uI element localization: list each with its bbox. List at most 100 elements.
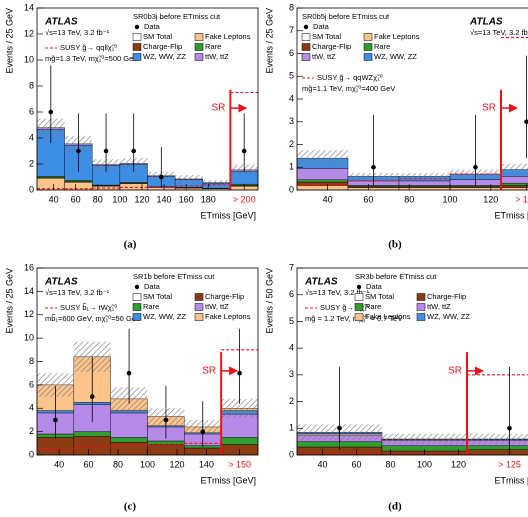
- legend-data-marker: [356, 284, 362, 290]
- legend-data-text: Data: [313, 22, 330, 31]
- y-tick-label: 12: [24, 309, 34, 319]
- data-point: [126, 370, 132, 376]
- legend-text: WZ, WW, ZZ: [143, 52, 186, 61]
- y-tick-label: 12: [24, 28, 34, 38]
- stack-bar: [500, 176, 528, 184]
- x-tick-label: 40: [317, 459, 327, 469]
- data-point: [507, 425, 512, 431]
- legend-swatch: [194, 53, 204, 61]
- legend-text: Rare: [143, 302, 159, 311]
- legend-swatch: [132, 313, 142, 321]
- y-tick-label: 1: [289, 423, 294, 433]
- uncertainty-band: [221, 398, 258, 418]
- legend-swatch: [194, 293, 204, 301]
- y-tick-label: 2: [29, 158, 34, 168]
- data-point: [237, 370, 242, 376]
- signal-legend-text: SUSY g̃→ qqWZχ̃₁⁰: [317, 73, 383, 82]
- panel-caption: (d): [388, 501, 402, 513]
- legend-swatch: [354, 293, 364, 301]
- y-tick-label: 8: [289, 2, 294, 12]
- legend-swatch: [416, 293, 426, 301]
- x-tick-label: 40: [54, 459, 64, 469]
- uncertainty-band: [382, 433, 467, 445]
- x-tick-label: 100: [112, 194, 127, 204]
- plot-frame: [36, 7, 259, 191]
- x-tick-label: 140: [199, 459, 214, 469]
- y-axis-label: Events / 50 GeV: [264, 268, 274, 334]
- legend-data-text: Data: [366, 282, 383, 291]
- y-tick-label: 0: [29, 449, 34, 459]
- signal-legend-text: SUSY b̃₁→ tWχ̃₁⁰: [60, 303, 117, 312]
- atlas-label: ATLAS: [469, 17, 503, 28]
- y-tick-label: 3: [289, 369, 294, 379]
- legend-title: SR3b before ETmiss cut: [355, 272, 437, 281]
- stack-bar: [36, 437, 75, 456]
- legend-text: SM Total: [143, 292, 172, 301]
- legend-text: WZ, WW, ZZ: [427, 312, 470, 321]
- stack-bar: [184, 447, 222, 456]
- x-tick-label: 100: [417, 459, 432, 469]
- panel-caption: (c): [124, 501, 137, 513]
- stack-bar: [36, 178, 65, 191]
- legend-swatch: [132, 293, 142, 301]
- x-tick-label: 140: [157, 194, 172, 204]
- atlas-label: ATLAS: [44, 277, 78, 288]
- uncertainty-band: [297, 150, 348, 167]
- legend-swatch: [194, 33, 204, 41]
- y-tick-label: 6: [29, 106, 34, 116]
- legend-swatch: [194, 313, 204, 321]
- uncertainty-band: [501, 163, 528, 176]
- y-tick-label: 0: [289, 449, 294, 459]
- x-tick-label: 40: [49, 194, 59, 204]
- data-point: [371, 164, 376, 170]
- x-tick-label: 60: [351, 459, 361, 469]
- y-tick-label: 4: [289, 343, 294, 353]
- y-tick-label: 5: [289, 71, 294, 81]
- y-tick-label: 8: [29, 80, 34, 90]
- legend-swatch: [132, 33, 142, 41]
- x-tick-label: 80: [385, 459, 395, 469]
- legend-text: Rare: [205, 42, 221, 51]
- energy-label: √s=13 TeV, 3.2 fb⁻¹: [470, 28, 528, 37]
- x-axis-label: ETmiss [GeV]: [494, 475, 528, 485]
- y-tick-label: 6: [29, 379, 34, 389]
- legend-swatch: [363, 53, 373, 61]
- y-tick-label: 8: [29, 356, 34, 366]
- legend-data-text: Data: [144, 282, 161, 291]
- y-tick-label: 4: [29, 403, 34, 413]
- legend-text: Charge-Flip: [205, 292, 244, 301]
- stack-bar: [466, 449, 528, 456]
- y-tick-label: 7: [289, 25, 294, 35]
- stack-bar: [119, 183, 148, 191]
- energy-label: √s=13 TeV, 3.2 fb⁻¹: [305, 288, 370, 297]
- y-axis-label: Events / 25 GeV: [4, 268, 14, 334]
- signal-mass-text: mb̃₁=600 GeV, mχ̃₁⁰=50 GeV: [45, 314, 141, 323]
- y-tick-label: 0: [29, 184, 34, 194]
- y-tick-label: 2: [289, 396, 294, 406]
- legend-swatch: [354, 303, 364, 311]
- y-tick-label: 0: [289, 184, 294, 194]
- legend-text: Rare: [374, 42, 390, 51]
- legend-swatch: [416, 313, 426, 321]
- x-tick-label: 80: [113, 459, 123, 469]
- stack-bar: [398, 180, 451, 186]
- stack-bar: [73, 431, 111, 437]
- signal-legend-text: SUSY g̃→ tt̄χ̃₁⁰: [320, 303, 370, 312]
- legend-title: SR1b before ETmiss cut: [133, 272, 215, 281]
- y-tick-label: 16: [24, 262, 34, 272]
- data-point: [131, 148, 136, 154]
- data-point: [524, 119, 528, 125]
- stack-bar: [110, 410, 148, 414]
- y-tick-label: 6: [289, 289, 294, 299]
- x-tick-label: 100: [140, 459, 155, 469]
- y-tick-label: 10: [24, 333, 34, 343]
- x-tick-label: 180: [201, 194, 216, 204]
- y-tick-label: 7: [289, 262, 294, 272]
- data-point: [473, 164, 478, 170]
- legend-swatch: [416, 303, 426, 311]
- stack-bar: [466, 445, 528, 450]
- x-tick-label: > 150: [228, 459, 251, 469]
- signal-legend-text: SUSY g̃→ qqllχ̃₁⁰: [60, 43, 117, 52]
- panel: SR 0 2 4 6 8 10 12 14 40 60 80 100 120 140 160 180 > 200 E…: [4, 2, 259, 251]
- signal-mass-text: mg̃=1.3 TeV, mχ̃₁⁰=500 GeV: [45, 54, 138, 63]
